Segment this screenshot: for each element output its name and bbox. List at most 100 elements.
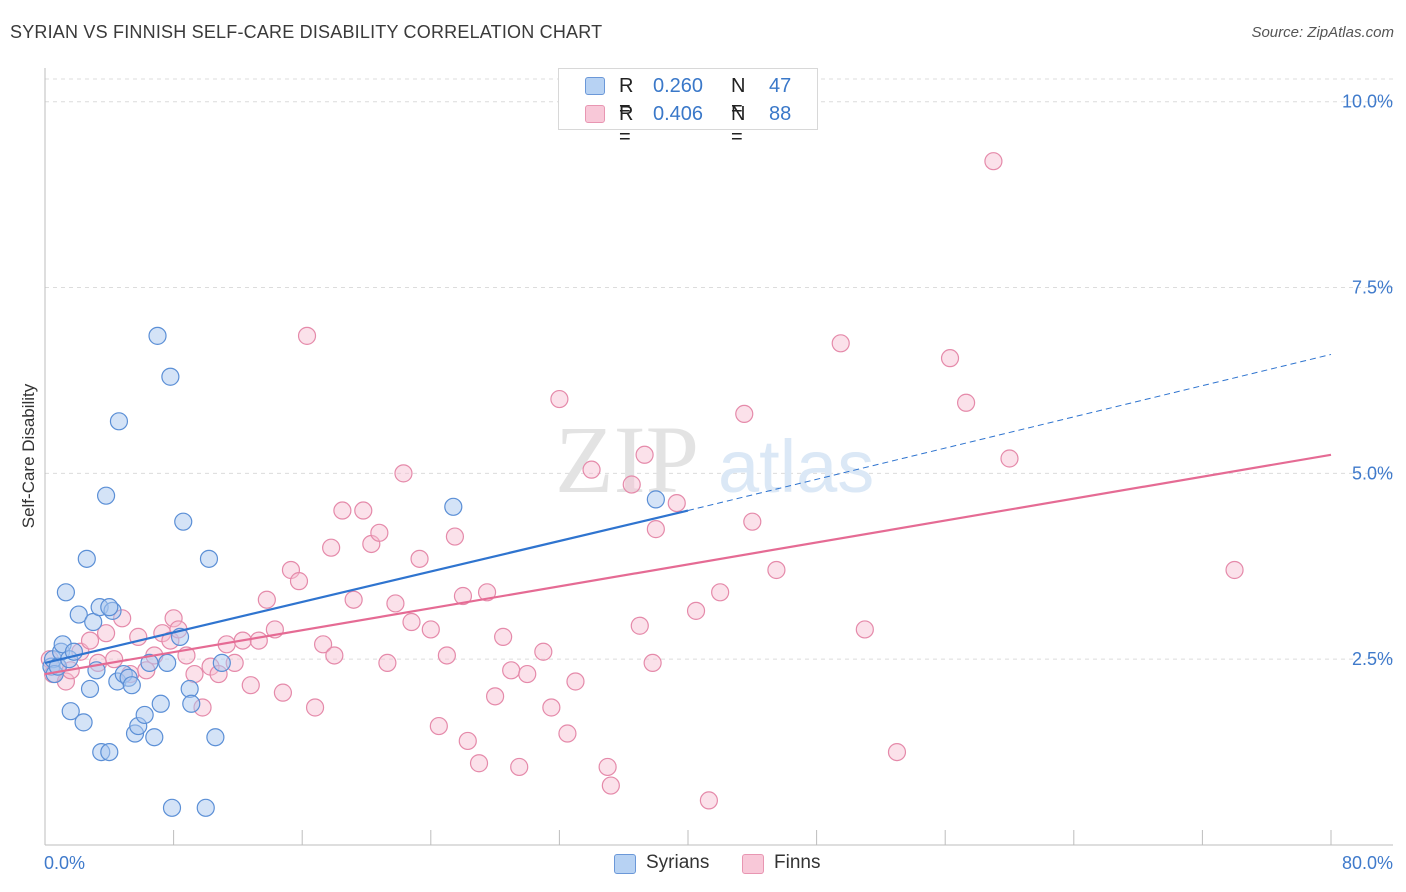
syrians-trend-extension [687, 353, 1332, 512]
finns-point [646, 520, 665, 539]
finns-point [1225, 560, 1244, 580]
trend-layer [44, 353, 1332, 676]
finns-point [453, 586, 473, 606]
axis-layer [44, 68, 1393, 846]
syrians-point [182, 694, 201, 713]
finns-point [630, 616, 649, 635]
legend-n-label: N = [731, 103, 746, 148]
finns-point [394, 464, 413, 483]
syrians-point [145, 728, 164, 747]
finns-point [582, 460, 601, 479]
syrians-point [199, 549, 219, 568]
syrians-point [109, 412, 129, 431]
finns-point [494, 627, 513, 646]
syrians-point [158, 653, 177, 672]
chart-title: SYRIAN VS FINNISH SELF-CARE DISABILITY C… [10, 22, 603, 42]
syrians-point [74, 713, 93, 732]
finns-point [643, 653, 662, 672]
x-tick-label: 80.0% [1342, 853, 1393, 873]
finns-point [386, 594, 405, 613]
finns-point [887, 742, 907, 762]
syrians-trend-line [44, 509, 689, 664]
finns-point [686, 601, 706, 620]
grid-layer [45, 78, 1393, 660]
syrians-point [196, 798, 215, 817]
finns-points [40, 152, 1244, 810]
legend-swatch-finns [585, 105, 605, 123]
finns-point [598, 757, 617, 777]
syrians-point [135, 705, 154, 725]
finns-point [635, 445, 654, 464]
y-tick-label: 7.5% [1352, 278, 1393, 298]
finns-point [542, 698, 561, 717]
syrians-point [162, 798, 182, 817]
finns-point [96, 624, 116, 643]
finns-point [855, 620, 874, 639]
finns-point [410, 549, 429, 568]
syrians-point [56, 583, 75, 602]
legend-r-label: R = [619, 75, 634, 120]
bottom-legend-label: Syrians [646, 852, 710, 873]
finns-point [667, 493, 686, 513]
finns-point [378, 653, 397, 672]
syrians-point [444, 497, 463, 516]
syrians-point [100, 742, 119, 762]
y-tick-label: 5.0% [1352, 463, 1393, 483]
syrians-point [122, 676, 141, 695]
finns-point [445, 527, 465, 546]
finns-point [297, 326, 317, 345]
finns-point [322, 538, 341, 557]
syrians-point [206, 728, 225, 747]
syrians-point [80, 679, 100, 699]
correlation-legend: R = 0.260 N = 47 R = 0.406 N = 88 [558, 68, 818, 148]
y-tick-label: 10.0% [1342, 92, 1393, 112]
finns-point [1000, 449, 1019, 468]
legend-r-value: 0.406 [653, 103, 704, 125]
y-axis-title: Self-Care Disability [19, 383, 38, 528]
finns-point [257, 590, 276, 609]
syrian-points [42, 326, 665, 817]
syrians-point [646, 490, 665, 509]
finns-point [313, 635, 333, 654]
finns-point [458, 731, 477, 751]
y-tick-label: 2.5% [1352, 649, 1393, 669]
finns-point [344, 590, 363, 609]
finns-point [984, 152, 1003, 171]
finns-point [956, 393, 976, 412]
legend-n-label: N = [731, 75, 746, 120]
finns-point [325, 646, 344, 665]
syrians-point [161, 367, 180, 386]
finns-point [940, 349, 960, 368]
finns-point [80, 631, 100, 650]
syrians-point [61, 702, 80, 721]
finns-point [601, 776, 620, 795]
finns-point [289, 572, 309, 591]
finns-point [743, 512, 762, 531]
finns-point [249, 631, 268, 650]
legend-n-value: 88 [769, 103, 792, 125]
bottom-legend-label: Finns [774, 852, 821, 873]
finns-point [333, 501, 352, 520]
x-tick-label: 0.0% [44, 853, 85, 873]
finns-point [402, 612, 421, 632]
syrians-point [96, 486, 116, 505]
finns-point [477, 583, 497, 602]
legend-r-label: R = [619, 103, 634, 148]
finns-point [421, 620, 440, 639]
finns-point [429, 716, 448, 736]
source-label: Source: ZipAtlas.com [1251, 24, 1394, 41]
syrians-point [100, 598, 119, 617]
syrians-point [69, 605, 88, 624]
finns-point [831, 334, 850, 353]
finns-point [558, 724, 577, 743]
bottom-swatch-syrians [614, 854, 636, 874]
finns-point [370, 523, 389, 542]
finns-trend-line [44, 453, 1332, 676]
finns-point [534, 642, 553, 661]
finns-point [735, 404, 754, 424]
finns-point [486, 687, 505, 706]
finns-point [241, 676, 260, 695]
finns-point [437, 646, 456, 665]
tick-label-layer: 2.5% 5.0% 7.5% 10.0% 0.0% 80.0% [44, 92, 1393, 873]
